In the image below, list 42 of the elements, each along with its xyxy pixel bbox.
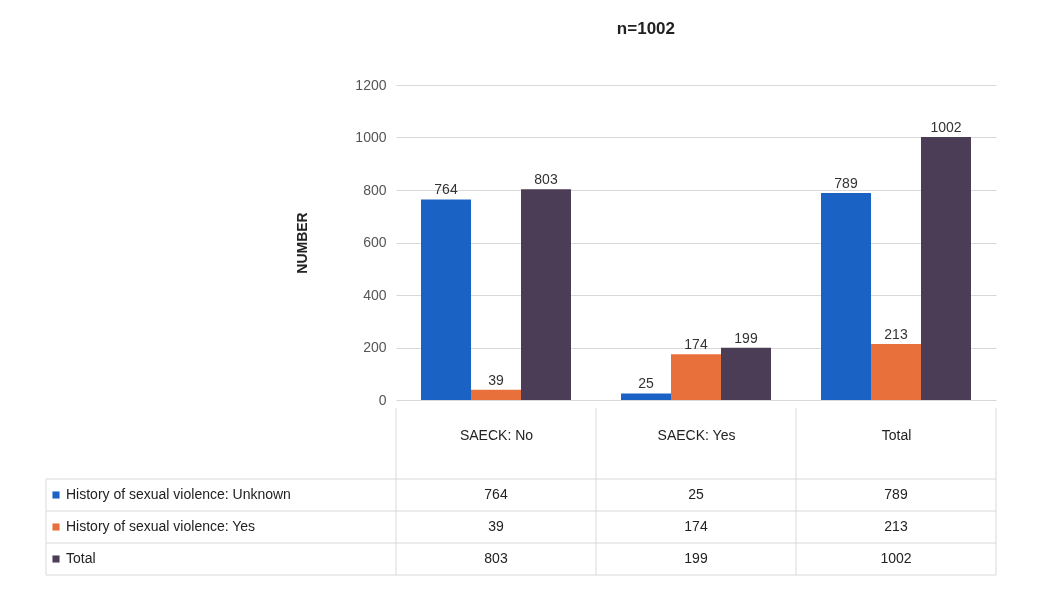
data-label: 199	[684, 550, 708, 566]
data-label: 764	[484, 486, 508, 502]
data-label: 25	[688, 486, 704, 502]
bar	[521, 189, 571, 400]
bar	[871, 344, 921, 400]
legend-label: History of sexual violence: Yes	[66, 518, 256, 534]
data-label: 25	[638, 375, 654, 392]
y-tick-label: 200	[363, 339, 387, 355]
data-label: 803	[534, 171, 558, 188]
data-label: 39	[488, 371, 504, 388]
bar	[721, 347, 771, 400]
data-label: 213	[884, 518, 908, 534]
data-label: 174	[684, 336, 708, 353]
legend-label: Total	[66, 550, 96, 566]
data-label: 213	[884, 326, 908, 343]
category-label: Total	[881, 426, 912, 443]
y-tick-label: 600	[363, 234, 387, 250]
data-label: 1002	[930, 118, 962, 135]
y-tick-label: 0	[378, 391, 387, 408]
data-label: 199	[734, 329, 758, 346]
bar	[821, 192, 871, 400]
bar	[471, 389, 521, 400]
y-tick-label: 400	[363, 286, 387, 303]
data-label: 764	[434, 181, 458, 198]
data-label: 789	[884, 486, 908, 502]
y-tick-label: 1000	[355, 129, 387, 145]
chart-title: n=1002	[616, 19, 675, 38]
data-label: 789	[834, 174, 858, 191]
data-label: 174	[684, 518, 708, 534]
bar	[921, 136, 971, 400]
y-tick-label: 800	[363, 181, 387, 198]
y-tick-label: 1200	[355, 76, 387, 93]
legend-label: History of sexual violence: Unknown	[66, 486, 291, 502]
bar	[671, 354, 721, 400]
data-label: 1002	[880, 550, 912, 566]
y-axis-title: NUMBER	[294, 212, 311, 274]
bar	[621, 393, 671, 400]
bar	[421, 199, 471, 400]
category-label: SAECK: No	[459, 426, 534, 443]
data-label: 803	[484, 550, 508, 566]
data-label: 39	[488, 518, 504, 534]
category-label: SAECK: Yes	[657, 426, 736, 443]
